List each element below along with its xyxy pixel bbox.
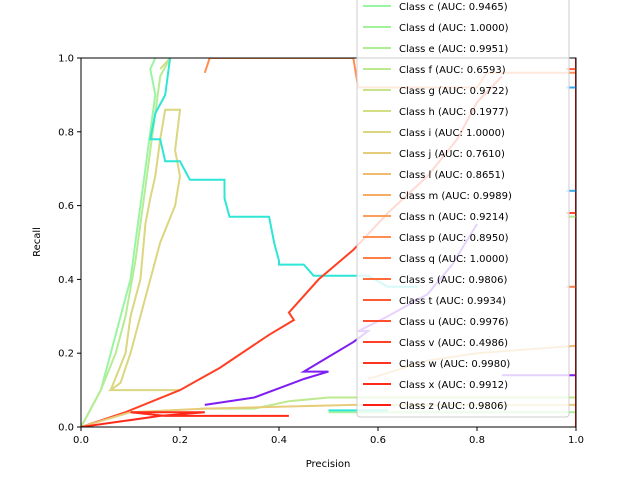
y-axis: 0.0 0.2 0.4 0.6 0.8 1.0 bbox=[58, 54, 81, 434]
series-line-1 bbox=[81, 58, 157, 427]
legend-label: Class s (AUC: 0.9806) bbox=[399, 275, 507, 286]
x-tick-label: 0.4 bbox=[271, 435, 287, 446]
legend-label: Class l (AUC: 0.8651) bbox=[399, 170, 505, 181]
legend-label: Class i (AUC: 1.0000) bbox=[399, 128, 505, 139]
series-line-3 bbox=[159, 58, 171, 70]
x-tick-label: 0.2 bbox=[172, 435, 188, 446]
series-line-5 bbox=[149, 58, 418, 288]
legend: Class c (AUC: 0.9465) Class d (AUC: 1.000… bbox=[356, 0, 570, 418]
y-tick-label: 1.0 bbox=[58, 54, 74, 65]
x-axis: 0.0 0.2 0.4 0.6 0.8 1.0 bbox=[73, 427, 584, 446]
y-tick-label: 0.8 bbox=[58, 127, 74, 138]
x-tick-label: 0.0 bbox=[73, 435, 89, 446]
series-line-4 bbox=[107, 108, 182, 392]
legend-label: Class m (AUC: 0.9989) bbox=[399, 191, 512, 202]
x-axis-label: Precision bbox=[306, 459, 351, 470]
legend-label: Class w (AUC: 0.9980) bbox=[399, 359, 510, 370]
legend-label: Class h (AUC: 0.1977) bbox=[399, 107, 509, 118]
legend-label: Class j (AUC: 0.7610) bbox=[399, 149, 505, 160]
plot-frame bbox=[80, 57, 577, 428]
x-tick-label: 1.0 bbox=[568, 435, 584, 446]
legend-label: Class x (AUC: 0.9912) bbox=[399, 380, 508, 391]
legend-label: Class q (AUC: 1.0000) bbox=[399, 254, 509, 265]
legend-label: Class c (AUC: 0.9465) bbox=[399, 2, 508, 13]
legend-box bbox=[356, 0, 570, 418]
legend-label: Class p (AUC: 0.8950) bbox=[399, 233, 509, 244]
legend-label: Class z (AUC: 0.9806) bbox=[399, 401, 507, 412]
y-tick-label: 0.6 bbox=[58, 201, 74, 212]
legend-label: Class e (AUC: 0.9951) bbox=[399, 44, 508, 55]
legend-label: Class g (AUC: 0.9722) bbox=[399, 86, 509, 97]
y-tick-label: 0.2 bbox=[58, 349, 74, 360]
series-line-2 bbox=[81, 58, 171, 427]
legend-label: Class t (AUC: 0.9934) bbox=[399, 296, 506, 307]
series-line-11 bbox=[81, 411, 289, 427]
legend-label: Class n (AUC: 0.9214) bbox=[399, 212, 509, 223]
y-tick-label: 0.0 bbox=[58, 423, 74, 434]
y-tick-label: 0.4 bbox=[58, 275, 74, 286]
y-axis-label: Recall bbox=[32, 227, 43, 257]
legend-label: Class f (AUC: 0.6593) bbox=[399, 65, 506, 76]
x-tick-label: 0.6 bbox=[370, 435, 386, 446]
legend-label: Class v (AUC: 0.4986) bbox=[399, 338, 508, 349]
x-tick-label: 0.8 bbox=[469, 435, 485, 446]
legend-label: Class d (AUC: 1.0000) bbox=[399, 23, 509, 34]
legend-label: Class u (AUC: 0.9976) bbox=[399, 317, 509, 328]
